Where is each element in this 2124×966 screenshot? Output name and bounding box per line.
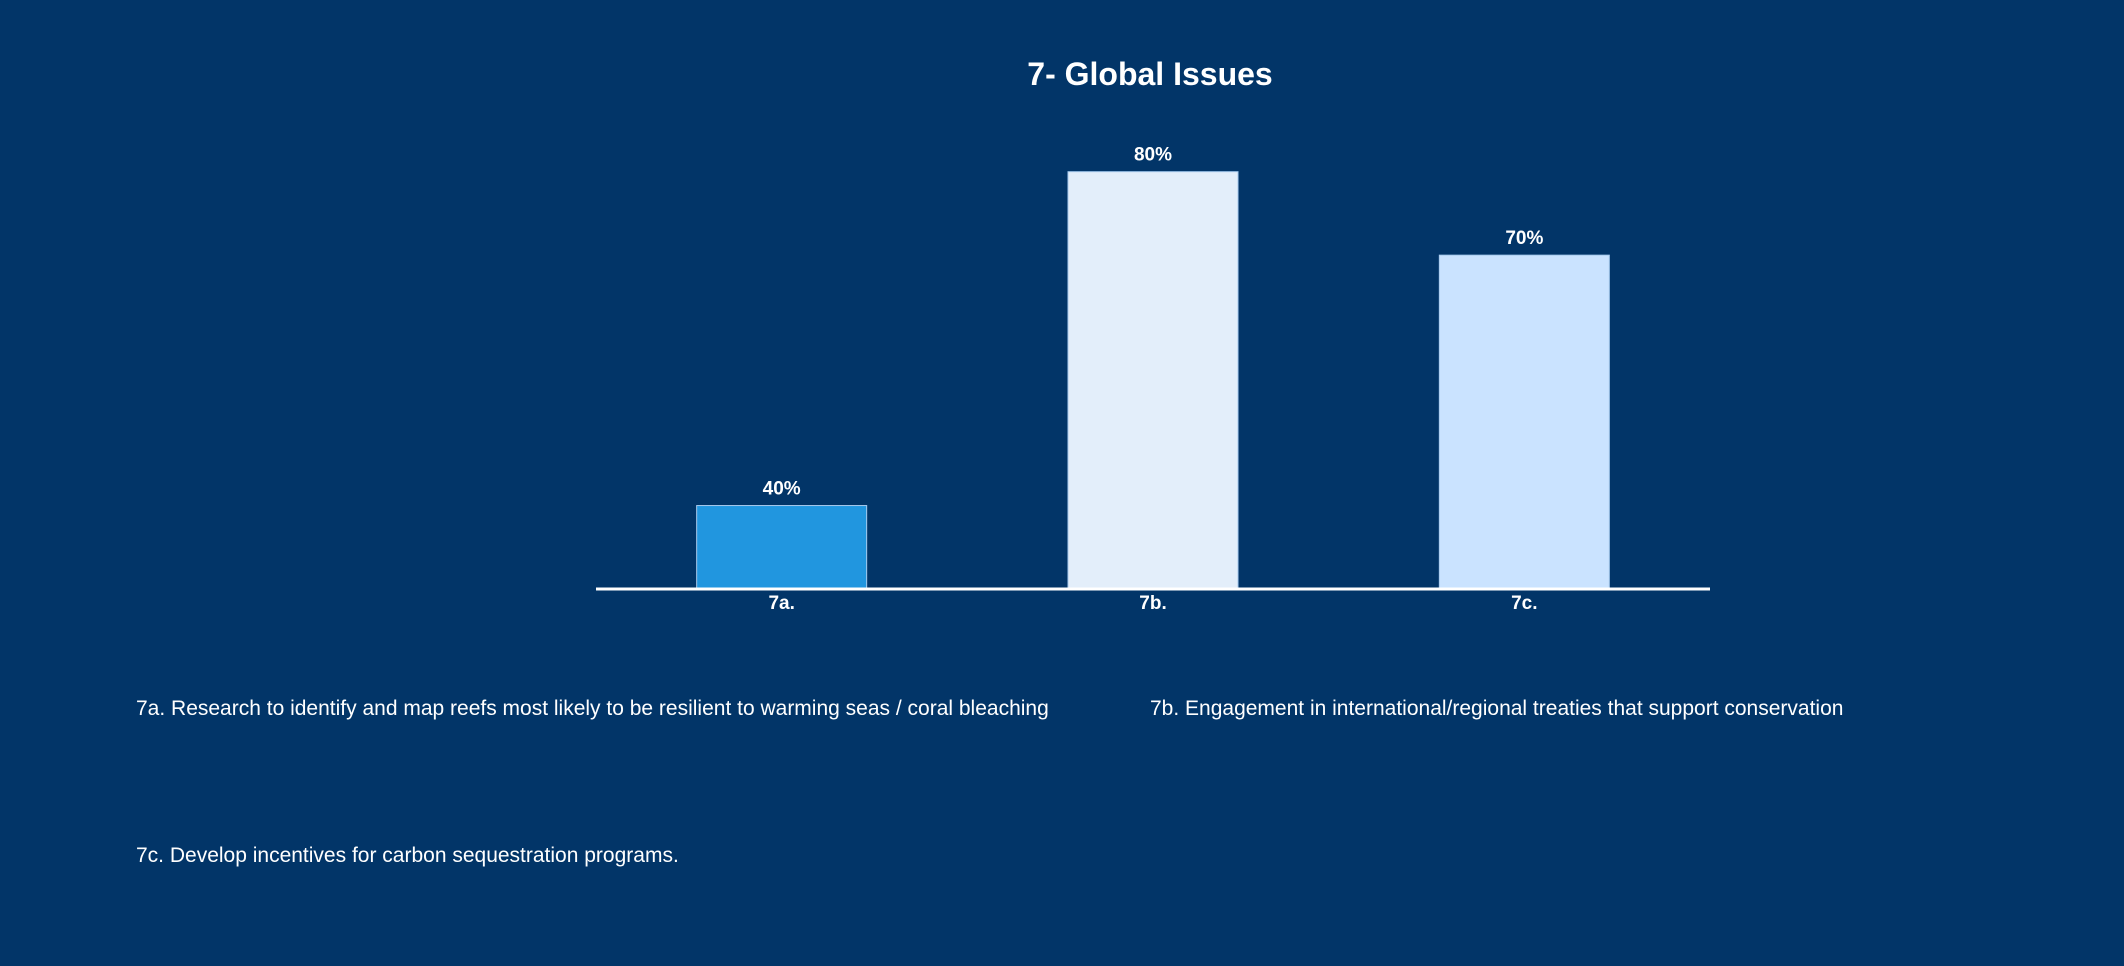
bar-value-label-7c: 70% [1505,228,1543,249]
category-label-7b: 7b. [1139,593,1166,614]
bar-value-label-7a: 40% [763,479,801,500]
bar-value-label-7b: 80% [1134,145,1172,166]
legend-item-7b: 7b. Engagement in international/regional… [1150,697,1844,720]
legend-item-7a: 7a. Research to identify and map reefs m… [136,697,1049,720]
category-label-7a: 7a. [768,593,794,614]
bar-7a [696,505,868,590]
legend-item-7c: 7c. Develop incentives for carbon seques… [136,844,679,867]
category-label-7c: 7c. [1511,593,1537,614]
bar-7b [1067,171,1239,590]
bar-7c [1438,254,1610,590]
chart-title: 7- Global Issues [1027,56,1273,92]
bars-layer [696,171,1610,590]
labels-layer: 40% 7a. 80% 7b. 70% 7c. [763,145,1544,614]
